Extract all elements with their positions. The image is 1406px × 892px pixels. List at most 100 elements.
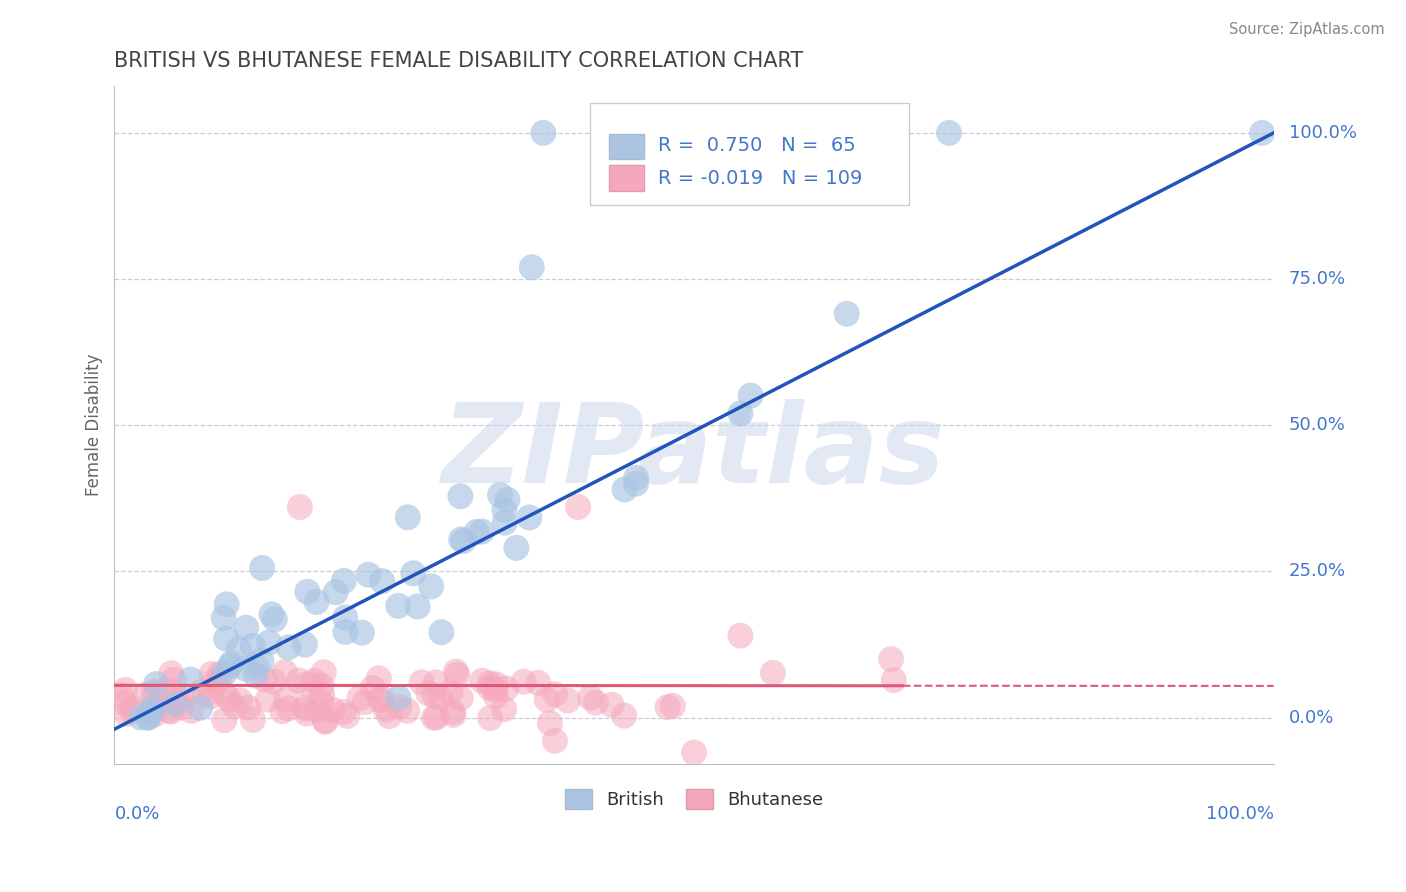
Point [354, 695, 377, 709]
Point [835, 307, 858, 321]
Text: 0.0%: 0.0% [1289, 708, 1334, 726]
Point [449, 489, 471, 503]
Point [489, 488, 512, 502]
Point [294, 638, 316, 652]
Point [349, 691, 371, 706]
Point [396, 510, 419, 524]
Point [215, 632, 238, 646]
Point [544, 687, 567, 701]
Point [115, 706, 138, 721]
Point [212, 611, 235, 625]
Point [276, 692, 298, 706]
Point [613, 708, 636, 723]
Point [112, 696, 135, 710]
Point [402, 566, 425, 581]
Point [190, 685, 212, 699]
Point [531, 126, 554, 140]
Point [527, 676, 550, 690]
Point [378, 709, 401, 723]
Point [544, 734, 567, 748]
Point [478, 676, 501, 690]
Point [387, 690, 409, 705]
Point [418, 686, 440, 700]
Point [336, 709, 359, 723]
Point [110, 688, 132, 702]
Text: Source: ZipAtlas.com: Source: ZipAtlas.com [1229, 22, 1385, 37]
Text: R = -0.019   N = 109: R = -0.019 N = 109 [658, 169, 862, 188]
Point [142, 707, 165, 722]
Point [423, 711, 446, 725]
Point [295, 702, 318, 716]
Point [730, 629, 752, 643]
Text: R =  0.750   N =  65: R = 0.750 N = 65 [658, 136, 856, 155]
Point [214, 665, 236, 680]
Point [425, 710, 447, 724]
Point [423, 689, 446, 703]
Point [136, 710, 159, 724]
Point [170, 700, 193, 714]
Point [142, 686, 165, 700]
Text: BRITISH VS BHUTANESE FEMALE DISABILITY CORRELATION CHART: BRITISH VS BHUTANESE FEMALE DISABILITY C… [114, 51, 804, 70]
Point [485, 689, 508, 703]
Point [257, 692, 280, 706]
Point [657, 700, 679, 714]
Point [294, 700, 316, 714]
Point [288, 500, 311, 514]
Point [228, 642, 250, 657]
Point [307, 703, 329, 717]
Point [441, 705, 464, 719]
Point [579, 690, 602, 705]
Point [204, 674, 226, 689]
Point [314, 714, 336, 728]
Point [361, 681, 384, 695]
Point [219, 657, 242, 671]
Point [388, 699, 411, 714]
Point [141, 704, 163, 718]
Point [253, 672, 276, 686]
Point [260, 607, 283, 622]
Point [450, 533, 472, 547]
Point [141, 702, 163, 716]
Point [600, 698, 623, 712]
Point [465, 524, 488, 539]
Point [505, 541, 527, 555]
Point [519, 510, 541, 524]
Point [322, 703, 344, 717]
Point [453, 534, 475, 549]
FancyBboxPatch shape [589, 103, 908, 205]
Point [485, 677, 508, 691]
Point [374, 703, 396, 717]
Point [396, 704, 419, 718]
Point [129, 710, 152, 724]
Point [443, 707, 465, 722]
Point [762, 665, 785, 680]
Y-axis label: Female Disability: Female Disability [86, 354, 103, 497]
Point [200, 667, 222, 681]
Point [567, 500, 589, 514]
Point [157, 704, 180, 718]
Point [138, 710, 160, 724]
Point [740, 389, 762, 403]
Point [145, 677, 167, 691]
Point [207, 675, 229, 690]
Point [215, 597, 238, 611]
Point [135, 688, 157, 702]
Point [209, 667, 232, 681]
Point [172, 692, 194, 706]
Point [214, 688, 236, 702]
Point [277, 640, 299, 655]
Point [520, 260, 543, 275]
Point [430, 625, 453, 640]
Point [350, 625, 373, 640]
Point [444, 665, 467, 679]
Point [314, 714, 336, 729]
Point [160, 705, 183, 719]
Point [263, 612, 285, 626]
Point [218, 692, 240, 706]
Point [236, 700, 259, 714]
Point [420, 579, 443, 593]
Point [124, 702, 146, 716]
Point [880, 652, 903, 666]
Point [406, 599, 429, 614]
Point [332, 705, 354, 719]
